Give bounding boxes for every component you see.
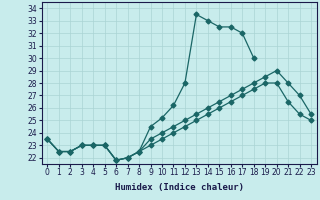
X-axis label: Humidex (Indice chaleur): Humidex (Indice chaleur) [115,183,244,192]
